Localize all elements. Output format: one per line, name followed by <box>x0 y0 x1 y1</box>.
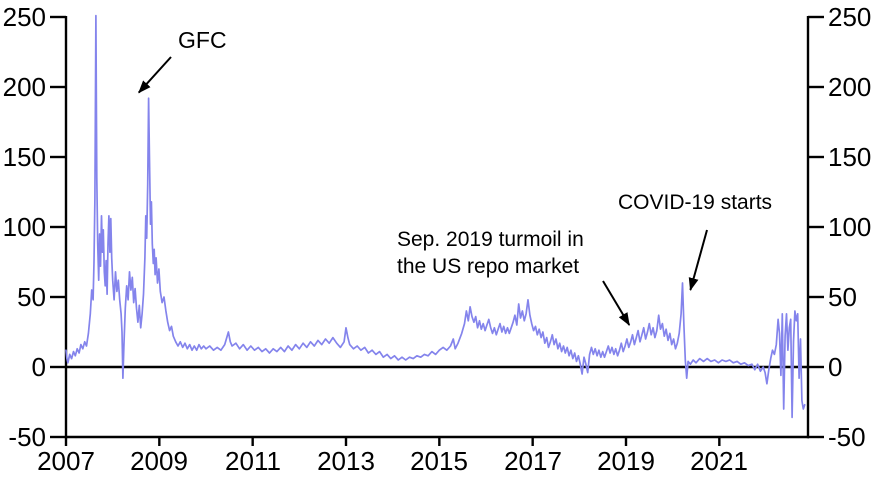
y-tick-label-right: 250 <box>828 2 871 32</box>
series-layer <box>65 14 806 419</box>
annotation-repo-line2: the US repo market <box>397 255 579 278</box>
y-tick-label-left: 200 <box>3 72 46 102</box>
x-tick-label: 2017 <box>504 446 562 476</box>
x-tick-label: 2015 <box>410 446 468 476</box>
x-axis-labels: 2007 2009 2011 2013 2015 2017 2019 2021 <box>37 446 748 476</box>
y-tick-label-right: 150 <box>828 142 871 172</box>
annotation-arrows-layer <box>138 56 708 326</box>
y-tick-label-right: 200 <box>828 72 871 102</box>
y-tick-label-right: 50 <box>828 282 857 312</box>
x-tick-label: 2009 <box>130 446 188 476</box>
axes-layer <box>50 15 824 446</box>
x-tick-label: 2013 <box>317 446 375 476</box>
x-tick-label: 2011 <box>225 446 281 476</box>
annotation-covid: COVID-19 starts <box>618 191 772 214</box>
y-tick-label-right: 0 <box>828 352 842 382</box>
y-tick-label-left: 0 <box>32 352 46 382</box>
y-tick-label-right: -50 <box>828 422 866 452</box>
y-tick-label-right: 100 <box>828 212 871 242</box>
annotation-arrow-covid <box>688 229 708 291</box>
y-tick-label-left: -50 <box>8 422 46 452</box>
annotation-arrow-gfc <box>138 56 172 94</box>
annotation-arrow-repo <box>602 280 631 326</box>
annotation-gfc: GFC <box>178 27 227 53</box>
x-tick-label: 2019 <box>597 446 655 476</box>
x-tick-label: 2021 <box>690 446 748 476</box>
y-tick-label-left: 150 <box>3 142 46 172</box>
y-axis-right-labels: 250 200 150 100 50 0 -50 <box>828 2 871 452</box>
y-tick-label-left: 50 <box>17 282 46 312</box>
y-tick-label-left: 100 <box>3 212 46 242</box>
annotation-repo-line1: Sep. 2019 turmoil in <box>397 228 584 251</box>
series-line-spread <box>65 14 806 419</box>
x-tick-label: 2007 <box>37 446 95 476</box>
y-axis-left-labels: 250 200 150 100 50 0 -50 <box>3 2 46 452</box>
y-tick-label-left: 250 <box>3 2 46 32</box>
annotations: GFC Sep. 2019 turmoil in the US repo mar… <box>178 27 772 278</box>
